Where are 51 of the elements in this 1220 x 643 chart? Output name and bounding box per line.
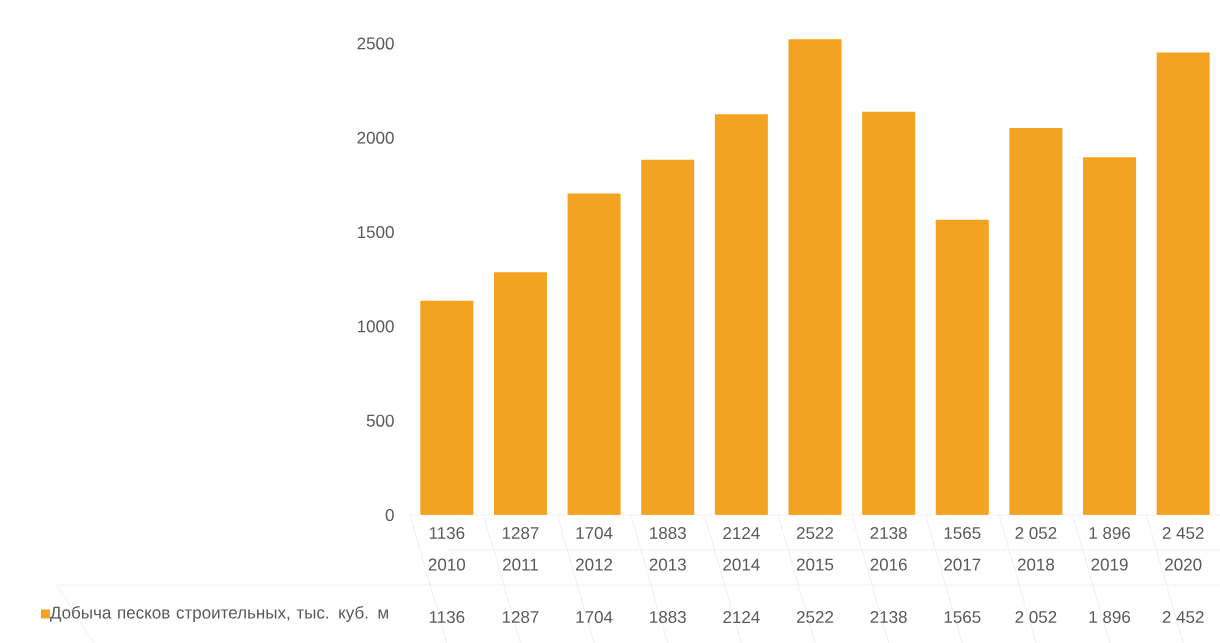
bar [1083,157,1137,515]
text: 1704 [576,610,613,624]
y-tick-label: 500 [366,414,394,427]
bar [935,219,989,515]
y-tick-label: 0 [385,508,394,522]
data-label: 1287 [502,526,539,540]
bar [1156,52,1210,515]
text: 1287 [502,610,539,624]
x-tick-label: 2013 [649,558,686,571]
text: 2124 [723,611,760,623]
data-label: 1565 [944,526,981,540]
text: 2 452 [1162,610,1204,624]
data-label: 1883 [650,526,686,540]
text: 2522 [796,610,834,624]
text: 2 052 [1015,610,1057,624]
x-tick-label: 2014 [723,558,760,571]
y-tick-label: 1500 [357,226,394,239]
text: 1 896 [1089,610,1131,624]
data-label: 1 896 [1089,526,1131,540]
text: 1136 [429,610,465,624]
data-label: 2 452 [1162,526,1204,540]
text: 2138 [870,610,907,624]
x-tick-label: 2019 [1091,558,1128,571]
text: 1883 [650,610,686,624]
x-tick-label: 2018 [1017,558,1055,571]
bar [641,159,695,515]
x-tick-label: 2010 [428,558,466,571]
bar [788,39,842,515]
text: 1565 [944,610,981,624]
bar [420,300,474,515]
data-label: 1136 [429,526,465,540]
x-tick-label: 2020 [1165,558,1202,571]
bar [862,111,916,515]
bar [714,114,768,515]
x-tick-label: 2017 [944,558,981,571]
legend-label: Добыча песков строительных, тыс. куб. м [50,606,388,622]
x-tick-label: 2015 [796,558,834,571]
data-label: 1704 [576,526,613,540]
x-tick-label: 2011 [503,558,538,571]
bar [1009,127,1063,515]
x-tick-label: 2016 [870,558,907,571]
y-tick-label: 2000 [357,131,394,144]
y-tick-label: 1000 [357,320,394,333]
bar [493,272,547,515]
y-tick-label: 2500 [357,37,394,50]
data-label: 2522 [796,526,834,540]
data-label: 2 052 [1015,526,1057,540]
data-label: 2124 [723,527,760,539]
x-tick-label: 2012 [576,558,613,571]
data-label: 2138 [870,526,907,540]
bar [567,193,621,515]
